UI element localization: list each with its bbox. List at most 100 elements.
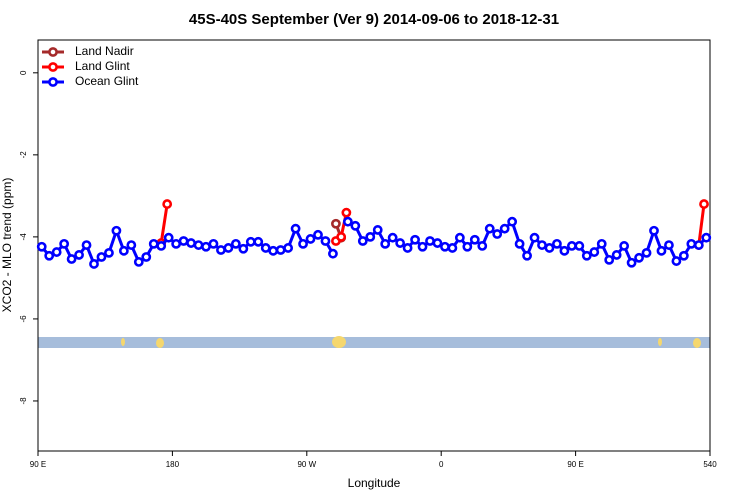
data-point: [529, 232, 540, 243]
data-point: [604, 254, 615, 265]
legend-item: Ocean Glint: [42, 74, 139, 88]
data-point: [701, 232, 712, 243]
data-point: [305, 234, 316, 244]
data-point: [699, 199, 709, 209]
data-point: [111, 225, 122, 236]
data-point: [641, 247, 652, 258]
data-point: [171, 238, 182, 249]
legend-label: Land Nadir: [75, 44, 134, 58]
data-point: [320, 236, 331, 246]
data-point: [148, 238, 159, 249]
data-point: [81, 240, 92, 250]
x-tick-label: 90 E: [30, 460, 46, 469]
ocean-strip: [38, 337, 710, 348]
data-point: [133, 257, 144, 267]
legend-item: Land Glint: [42, 59, 130, 73]
data-point: [201, 241, 211, 252]
x-tick-label: 180: [166, 460, 180, 469]
data-point: [537, 240, 547, 250]
legend-swatch-marker: [48, 62, 58, 72]
y-tick-label: -6: [19, 315, 28, 323]
data-point: [223, 243, 234, 253]
data-point: [298, 238, 308, 249]
data-point: [230, 238, 241, 249]
data-point: [380, 238, 391, 249]
data-point: [126, 240, 137, 250]
land-patch: [156, 338, 164, 348]
data-point: [514, 238, 525, 249]
data-point: [66, 254, 77, 264]
land-patch: [693, 338, 701, 348]
data-point: [611, 250, 622, 260]
data-point: [290, 223, 301, 234]
data-point: [425, 236, 435, 246]
data-point: [678, 250, 689, 261]
data-point: [462, 241, 473, 252]
y-tick-label: -2: [19, 151, 28, 159]
data-point: [350, 220, 361, 231]
data-point: [559, 245, 570, 256]
data-point: [336, 231, 347, 242]
data-point: [328, 248, 338, 259]
data-point: [342, 216, 353, 227]
y-tick-label: -4: [19, 233, 28, 241]
data-point: [216, 245, 226, 255]
data-point: [574, 241, 585, 251]
data-point: [671, 256, 682, 266]
data-point: [656, 245, 667, 256]
legend-item: Land Nadir: [42, 44, 134, 58]
data-point: [283, 243, 294, 253]
data-point: [59, 238, 70, 249]
data-point: [477, 241, 488, 251]
data-point: [566, 241, 577, 251]
data-point: [634, 252, 644, 263]
land-patch: [121, 338, 125, 346]
plot-frame: [37, 39, 711, 452]
data-point: [447, 243, 458, 253]
data-point: [74, 250, 84, 260]
chart-title: 45S-40S September (Ver 9) 2014-09-06 to …: [189, 11, 559, 28]
data-point: [410, 234, 420, 245]
data-point: [626, 257, 637, 268]
data-point: [156, 241, 167, 251]
data-point: [492, 229, 503, 239]
land-patch: [332, 336, 346, 348]
data-point: [163, 232, 174, 243]
data-point: [589, 247, 600, 257]
x-tick-label: 90 W: [297, 460, 316, 469]
data-point: [552, 238, 562, 249]
data-point: [44, 250, 55, 261]
data-point: [372, 225, 383, 235]
data-point: [193, 240, 204, 250]
data-point: [141, 252, 152, 262]
data-point: [104, 247, 114, 258]
data-point: [522, 250, 532, 261]
data-point: [341, 207, 352, 218]
data-point: [357, 236, 368, 246]
data-point: [260, 243, 271, 253]
data-point: [96, 252, 107, 262]
legend-swatch-marker: [48, 47, 58, 57]
data-point: [432, 238, 443, 248]
data-point: [544, 243, 555, 253]
data-point: [387, 232, 398, 243]
x-axis-label: Longitude: [348, 476, 401, 490]
data-point: [619, 241, 630, 251]
x-tick-label: 0: [439, 460, 444, 469]
x-tick-label: 90 E: [567, 460, 583, 469]
legend-swatch-marker: [48, 77, 58, 87]
data-point: [454, 232, 465, 243]
data-point: [484, 223, 495, 234]
data-point: [693, 240, 704, 250]
data-point: [507, 216, 518, 227]
data-point: [417, 241, 428, 252]
legend-label: Land Glint: [75, 59, 130, 73]
data-point: [596, 238, 607, 249]
data-point: [402, 243, 413, 253]
data-point: [365, 231, 376, 242]
data-point: [162, 199, 173, 209]
data-point: [238, 243, 249, 254]
land-patch: [658, 338, 662, 346]
data-point: [186, 238, 196, 248]
